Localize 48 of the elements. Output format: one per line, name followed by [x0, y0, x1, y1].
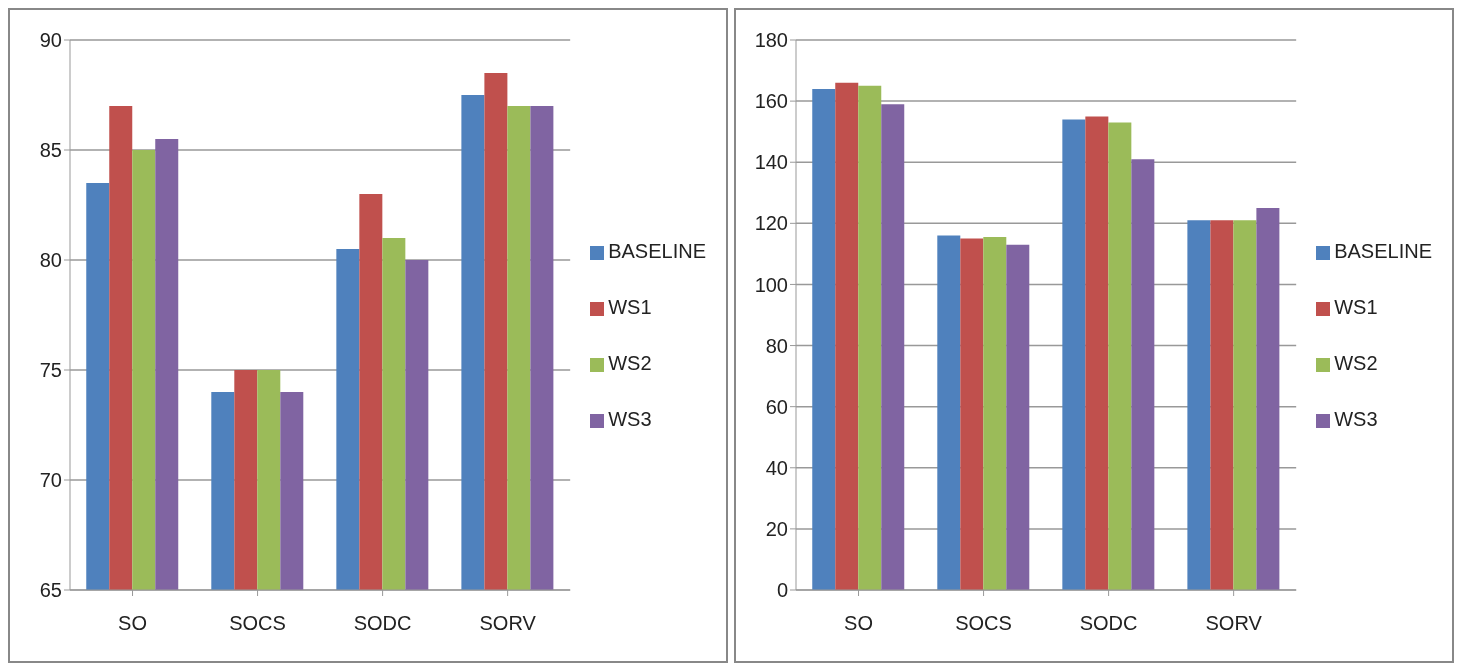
bar: [835, 82, 859, 590]
y-tick-label: 100: [754, 273, 788, 296]
bar: [937, 235, 961, 590]
y-tick-label: 180: [754, 29, 788, 52]
bar: [1108, 122, 1132, 590]
bar: [960, 238, 984, 590]
x-tick-label: SORV: [479, 612, 537, 635]
x-tick-label: SODC: [353, 612, 412, 635]
legend-label: WS3: [1334, 408, 1378, 430]
y-tick-label: 85: [39, 139, 62, 162]
legend-label: WS3: [608, 408, 652, 430]
bar: [1210, 220, 1234, 590]
y-tick-label: 20: [765, 517, 788, 540]
y-tick-label: 75: [39, 359, 62, 382]
legend-label: WS2: [608, 352, 652, 374]
bar: [881, 104, 905, 590]
legend-label: WS2: [1334, 352, 1378, 374]
bar: [1187, 220, 1211, 590]
y-tick-label: 40: [765, 456, 788, 479]
y-tick-label: 0: [776, 579, 788, 602]
legend-label: WS1: [1334, 296, 1378, 318]
x-tick-label: SODC: [1079, 612, 1138, 635]
y-tick-label: 120: [754, 212, 788, 235]
x-tick-label: SORV: [1205, 612, 1263, 635]
y-tick-label: 90: [39, 29, 62, 52]
bar: [1085, 116, 1109, 590]
y-tick-label: 80: [765, 334, 788, 357]
legend-label: BASELINE: [1334, 240, 1432, 262]
x-tick-label: SOCS: [955, 612, 1012, 635]
y-tick-label: 70: [39, 469, 62, 492]
x-tick-label: SOCS: [229, 612, 286, 635]
y-tick-label: 60: [765, 395, 788, 418]
bar: [1256, 208, 1280, 590]
bar: [858, 85, 882, 590]
bar: [1131, 159, 1155, 590]
bar: [1006, 244, 1030, 590]
x-tick-label: SO: [118, 612, 147, 635]
legend-label: WS1: [608, 296, 652, 318]
y-tick-label: 80: [39, 249, 62, 272]
legend-label: BASELINE: [608, 240, 706, 262]
x-tick-label: SO: [844, 612, 873, 635]
bar: [812, 88, 836, 590]
bar: [1062, 119, 1086, 590]
y-tick-label: 65: [39, 579, 62, 602]
y-tick-label: 160: [754, 90, 788, 113]
y-tick-label: 140: [754, 151, 788, 174]
bar: [1233, 220, 1257, 590]
bar: [983, 237, 1007, 590]
